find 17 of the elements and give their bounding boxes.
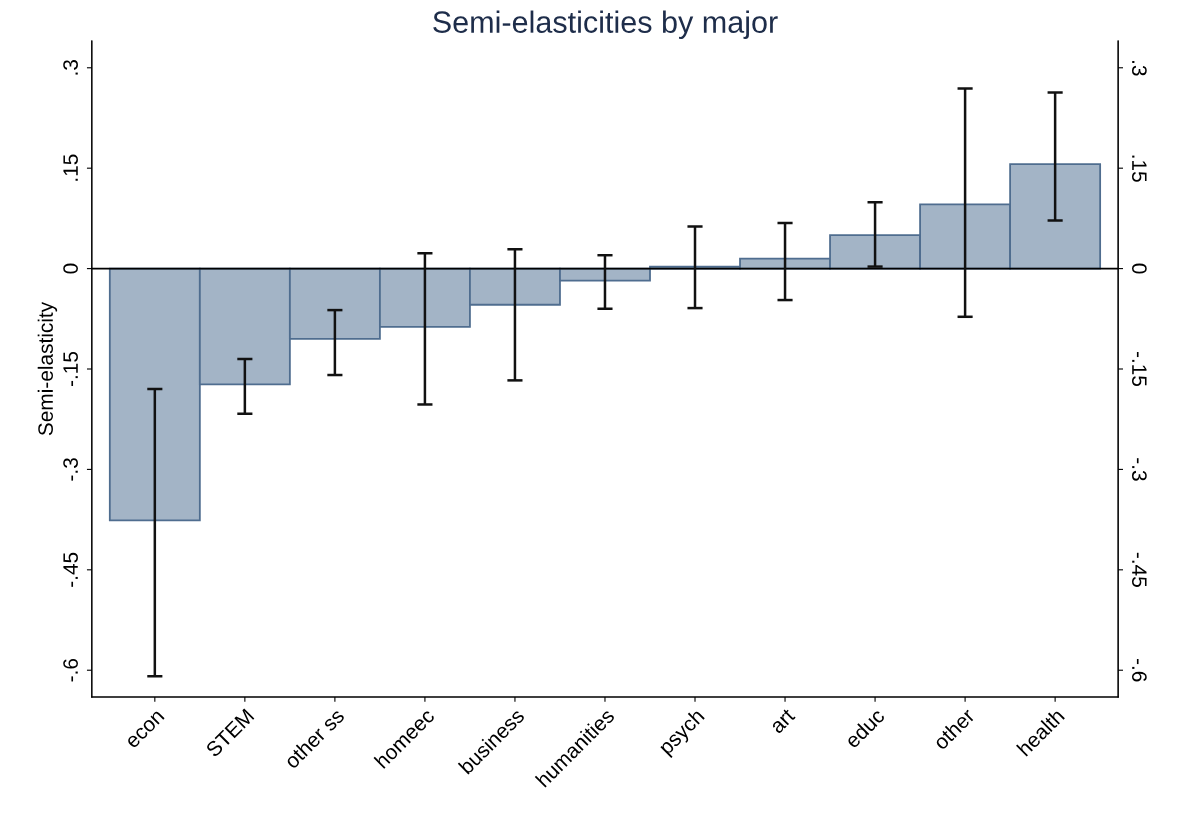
y-tick-label: -.45 [63,552,78,587]
y-tick-label: .3 [63,60,78,75]
y-tick-label: -.6 [63,658,78,682]
chart-title: Semi-elasticities by major [433,10,778,40]
y2-tick-label: -.15 [1131,351,1147,387]
y2-tick-label: -.6 [1131,658,1147,682]
y2-tick-label: .3 [1131,60,1147,76]
x-tick-label: art [769,707,796,735]
y2-tick-label: -.45 [1131,552,1147,587]
y2-tick-label: -.3 [1131,458,1147,481]
y-tick-label: .15 [63,154,78,181]
y-axis-title: Semi-elasticity [37,301,58,436]
y2-tick-label: 0 [1131,263,1147,274]
y-tick-label: -.3 [63,458,78,481]
y-tick-label: 0 [63,263,78,274]
y2-tick-label: .15 [1131,155,1147,182]
y-tick-label: -.15 [63,351,78,387]
